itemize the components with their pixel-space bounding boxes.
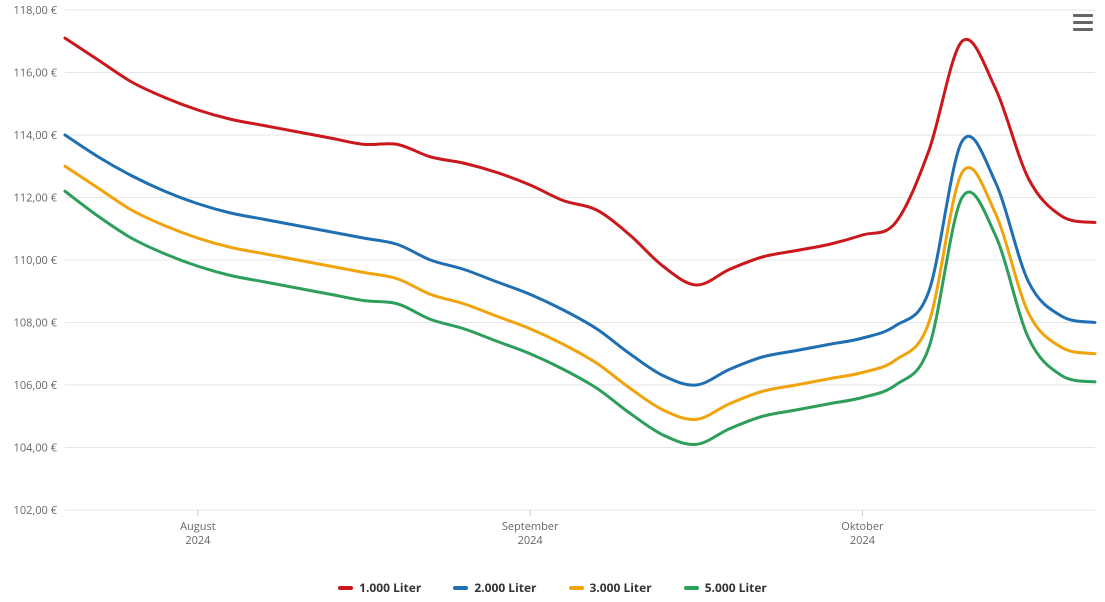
y-tick-label: 116,00 € — [14, 66, 58, 81]
legend-label: 2.000 Liter — [474, 579, 536, 596]
legend-label: 3.000 Liter — [590, 579, 652, 596]
legend-item[interactable]: 5.000 Liter — [684, 579, 767, 596]
price-chart: 102,00 € 104,00 € 106,00 € 108,00 € 110,00 €… — [0, 0, 1105, 602]
legend-item[interactable]: 3.000 Liter — [569, 579, 652, 596]
x-tick-sublabel: 2024 — [850, 533, 876, 548]
legend-swatch — [338, 586, 353, 590]
y-tick-label: 102,00 € — [14, 503, 58, 518]
y-tick-label: 114,00 € — [14, 128, 58, 143]
legend-label: 5.000 Liter — [705, 579, 767, 596]
x-tick-sublabel: 2024 — [185, 533, 211, 548]
x-tick-label: Oktober — [841, 519, 884, 534]
legend-item[interactable]: 2.000 Liter — [453, 579, 536, 596]
legend-item[interactable]: 1.000 Liter — [338, 579, 421, 596]
y-tick-label: 112,00 € — [14, 191, 58, 206]
y-tick-label: 104,00 € — [14, 441, 58, 456]
legend-swatch — [569, 586, 584, 590]
chart-canvas: 102,00 € 104,00 € 106,00 € 108,00 € 110,00 €… — [0, 0, 1105, 602]
y-tick-label: 110,00 € — [14, 253, 58, 268]
y-tick-label: 108,00 € — [14, 316, 58, 331]
legend-label: 1.000 Liter — [359, 579, 421, 596]
legend-swatch — [684, 586, 699, 590]
x-tick-label: September — [502, 519, 559, 534]
y-tick-label: 106,00 € — [14, 378, 58, 393]
x-tick-sublabel: 2024 — [518, 533, 544, 548]
legend-swatch — [453, 586, 468, 590]
x-tick-label: August — [180, 519, 216, 534]
chart-menu-button[interactable] — [1071, 10, 1095, 32]
y-tick-label: 118,00 € — [14, 3, 58, 18]
hamburger-icon — [1073, 14, 1093, 17]
legend: 1.000 Liter 2.000 Liter 3.000 Liter 5.000 L… — [0, 573, 1105, 597]
